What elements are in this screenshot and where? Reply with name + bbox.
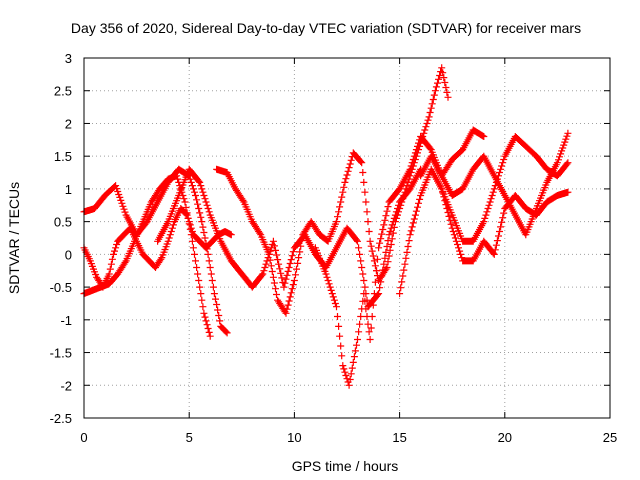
data-point-markers — [311, 126, 488, 389]
chart-title: Day 356 of 2020, Sidereal Day-to-day VTE… — [71, 20, 581, 36]
series-track-b — [80, 165, 231, 337]
y-tick-label: 1.5 — [54, 149, 72, 164]
series-track-g — [396, 165, 572, 298]
data-point-markers — [396, 165, 572, 298]
x-tick-label: 10 — [287, 430, 301, 445]
data-points — [80, 64, 572, 389]
grid-lines — [84, 58, 610, 418]
data-point-markers — [438, 133, 572, 245]
data-point-markers — [80, 165, 231, 337]
y-tick-label: -2.5 — [50, 411, 72, 426]
y-axis-label: SDTVAR / TECUs — [6, 182, 22, 294]
y-tick-label: 3 — [65, 51, 72, 66]
y-tick-label: 0.5 — [54, 215, 72, 230]
axis-ticks: 0 5 10 15 20 25 -2.5 -2 -1.5 -1 -0.5 0 0.5 1 1.5 2 2.5 3 — [50, 51, 618, 445]
series-track-f — [311, 126, 488, 389]
x-tick-label: 0 — [80, 430, 87, 445]
y-tick-label: 0 — [65, 247, 72, 262]
plot-frame — [83, 57, 611, 419]
y-tick-label: -1.5 — [50, 346, 72, 361]
series-track-i — [438, 133, 572, 245]
y-tick-label: -0.5 — [50, 280, 72, 295]
x-axis-label: GPS time / hours — [292, 458, 399, 474]
y-tick-label: 2.5 — [54, 84, 72, 99]
x-tick-label: 25 — [603, 430, 617, 445]
x-tick-label: 15 — [392, 430, 406, 445]
y-tick-label: -2 — [60, 378, 72, 393]
y-tick-label: -1 — [60, 313, 72, 328]
x-tick-label: 5 — [186, 430, 193, 445]
y-tick-label: 2 — [65, 116, 72, 131]
x-tick-label: 20 — [498, 430, 512, 445]
y-tick-label: 1 — [65, 182, 72, 197]
